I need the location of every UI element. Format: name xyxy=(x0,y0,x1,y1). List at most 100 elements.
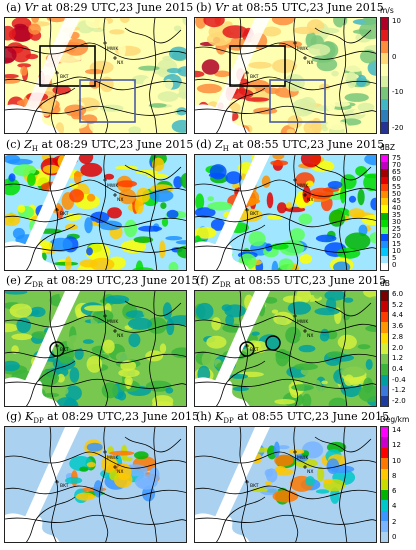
map-label: MWK xyxy=(297,46,309,52)
colorbar-segment xyxy=(381,343,388,354)
variable-subscript: DP xyxy=(33,417,44,426)
variable-subscript: H xyxy=(31,145,39,154)
panel-label: (c) xyxy=(6,138,25,151)
panel-time: at 08:55 UTC,23 June 2015 xyxy=(233,410,390,423)
colorbar-segment xyxy=(381,75,388,87)
map-label: BKT xyxy=(60,347,69,353)
colorbar-segment xyxy=(381,521,388,532)
colorbar-segment xyxy=(381,212,388,220)
colorbar-tick-label: 3.6 xyxy=(392,322,404,331)
colorbar xyxy=(380,17,389,134)
colorbar-tick-label: 55 xyxy=(392,182,401,191)
panel-label: (h) xyxy=(196,410,216,423)
colorbar-tick-label: 30 xyxy=(392,218,401,227)
colorbar-segment xyxy=(381,18,388,30)
panel-title: (c) ZH at 08:29 UTC,23 June 2015 xyxy=(6,139,193,155)
variable-name: Z xyxy=(215,138,223,151)
colorbar-segment xyxy=(381,29,388,41)
colorbar-segment xyxy=(381,468,388,480)
panel-title: (e) ZDR at 08:29 UTC,23 June 2015 xyxy=(6,275,199,291)
radar-panel: BKT MWK NX xyxy=(194,17,377,134)
colorbar-segment xyxy=(381,364,388,375)
variable-name: Z xyxy=(24,274,33,287)
colorbar-segment xyxy=(381,395,388,406)
colorbar-segment xyxy=(381,183,388,191)
colorbar-tick-label: 8 xyxy=(392,471,397,480)
radar-panel: BKT MWK NX xyxy=(4,17,187,134)
colorbar-segment xyxy=(381,427,388,438)
colorbar-tick-label: 20 xyxy=(392,232,401,241)
colorbar-segment xyxy=(381,190,388,199)
panel-time: at 08:55 UTC,23 June 2015 xyxy=(230,274,387,287)
colorbar xyxy=(380,154,389,271)
panel-title: (a) Vr at 08:29 UTC,23 June 2015 xyxy=(6,2,193,14)
colorbar-segment xyxy=(381,262,388,270)
radar-panel: BKT MWK NX xyxy=(4,290,187,407)
panel-label: (e) xyxy=(6,274,25,287)
colorbar-segment xyxy=(381,500,388,511)
colorbar-segment xyxy=(381,510,388,522)
colorbar-segment xyxy=(381,205,388,213)
colorbar-segment xyxy=(381,353,388,365)
map-label: MWK xyxy=(107,183,119,189)
panel-title: (b) Vr at 08:55 UTC,23 June 2015 xyxy=(196,2,384,14)
colorbar-tick-label: 45 xyxy=(392,196,401,205)
colorbar-segment xyxy=(381,162,388,170)
colorbar-tick-label: 0 xyxy=(392,533,397,541)
colorbar-segment xyxy=(381,531,388,542)
colorbar-tick-label: 10 xyxy=(392,17,401,25)
colorbar-segment xyxy=(381,98,388,110)
colorbar-segment xyxy=(381,219,388,227)
colorbar-tick-label: 0 xyxy=(392,52,397,61)
colorbar-tick-label: -10 xyxy=(392,88,404,97)
map-label: BKT xyxy=(250,347,259,353)
colorbar-segment xyxy=(381,198,388,206)
map-label: MWK xyxy=(107,319,119,325)
map-label: MWK xyxy=(297,319,309,325)
radar-panel: BKT MWK NX xyxy=(194,426,377,543)
radar-map: BKT MWK NX xyxy=(195,427,376,542)
panel-title: (h) KDP at 08:55 UTC,23 June 2015 xyxy=(196,411,389,427)
colorbar-tick-label: 25 xyxy=(392,225,401,234)
colorbar-tick-label: -1.2 xyxy=(392,386,406,395)
colorbar-tick-label: 2.0 xyxy=(392,343,404,352)
colorbar-segment xyxy=(381,241,388,249)
colorbar-tick-label: 0 xyxy=(392,261,397,269)
colorbar-tick-label: 4.4 xyxy=(392,311,404,320)
radar-map: BKT MWK NX xyxy=(195,291,376,406)
map-label: BKT xyxy=(250,483,259,489)
map-label: BKT xyxy=(250,211,259,217)
colorbar-segment xyxy=(381,447,388,459)
colorbar-tick-label: 2 xyxy=(392,517,397,526)
colorbar-segment xyxy=(381,479,388,490)
map-label: NX xyxy=(307,333,313,339)
radar-map: BKT MWK NX xyxy=(5,291,186,406)
panel-time: at 08:29 UTC,23 June 2015 xyxy=(43,274,199,287)
colorbar-tick-label: 5 xyxy=(392,253,397,262)
variable-name: Vr xyxy=(215,1,229,14)
colorbar-unit: dB xyxy=(380,279,390,288)
map-label: MWK xyxy=(297,183,309,189)
colorbar-segment xyxy=(381,332,388,344)
colorbar-segment xyxy=(381,248,388,256)
panel-label: (g) xyxy=(6,410,26,423)
colorbar-segment xyxy=(381,374,388,386)
radar-panel: BKT MWK NX xyxy=(4,154,187,271)
variable-subscript: H xyxy=(222,145,229,154)
colorbar-unit: m/s xyxy=(380,6,394,15)
colorbar-segment xyxy=(381,41,388,53)
map-label: BKT xyxy=(60,483,69,489)
variable-subscript: DR xyxy=(32,281,44,290)
radar-map: BKT MWK NX xyxy=(195,155,376,270)
map-label: NX xyxy=(117,197,123,203)
variable-name: Vr xyxy=(24,1,38,14)
colorbar-tick-label: 1.2 xyxy=(392,354,404,363)
colorbar-segment xyxy=(381,155,388,163)
map-label: BKT xyxy=(60,211,69,217)
colorbar-tick-label: 10 xyxy=(392,246,401,255)
radar-map: BKT MWK NX xyxy=(5,18,186,133)
colorbar-tick-label: 5.2 xyxy=(392,300,404,309)
colorbar-segment xyxy=(381,226,388,235)
map-label: NX xyxy=(307,197,313,203)
panel-label: (b) xyxy=(196,1,216,14)
